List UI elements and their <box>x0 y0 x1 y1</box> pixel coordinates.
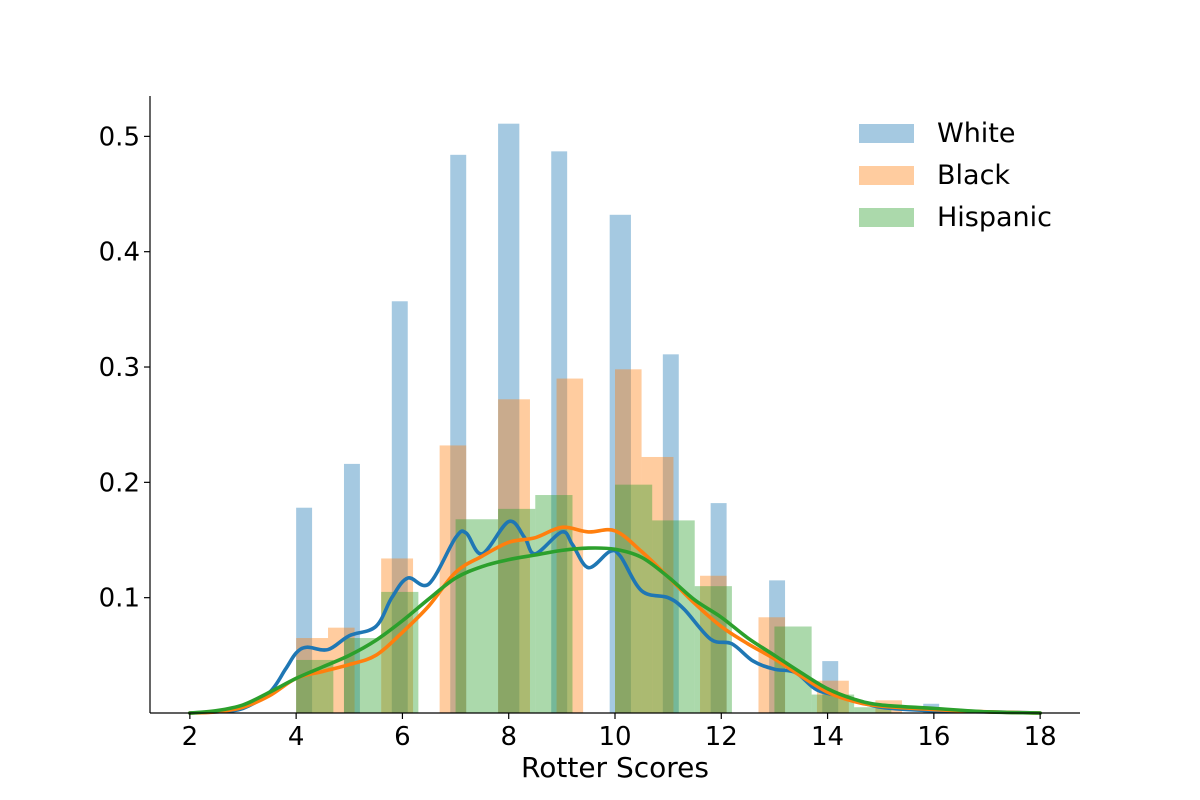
x-tick-label: 2 <box>182 722 199 752</box>
legend-label-black: Black <box>937 160 1010 191</box>
legend-label-hispanic: Hispanic <box>937 202 1052 233</box>
legend-swatch-black <box>859 166 914 185</box>
bar-hispanic <box>652 520 695 713</box>
kde-curves <box>188 519 1042 715</box>
x-ticks: 2 4 6 8 10 12 14 16 18 <box>182 713 1057 752</box>
bar-hispanic <box>343 638 382 713</box>
legend-swatch-hispanic <box>859 208 914 227</box>
histogram-bars <box>296 123 940 714</box>
bar-hispanic <box>615 484 653 713</box>
bar-white <box>609 214 631 713</box>
bar-white <box>551 151 568 714</box>
x-tick-label: 18 <box>1024 722 1057 752</box>
y-tick-label: 0.2 <box>99 468 140 498</box>
y-tick-label: 0.4 <box>99 238 140 268</box>
bar-white <box>498 123 520 713</box>
x-axis-label: Rotter Scores <box>521 751 709 784</box>
bar-hispanic <box>854 707 892 713</box>
bar-hispanic <box>296 659 334 713</box>
bar-white <box>391 301 408 713</box>
y-tick-label: 0.3 <box>99 353 140 383</box>
bar-white <box>769 580 786 713</box>
y-ticks: 0.1 0.2 0.3 0.4 0.5 <box>99 122 150 614</box>
bar-black <box>700 575 727 713</box>
x-tick-label: 10 <box>598 722 631 752</box>
kde-line-hispanic <box>188 546 1042 715</box>
bar-white <box>822 661 839 713</box>
legend: White Black Hispanic <box>859 118 1052 233</box>
y-tick-label: 0.5 <box>99 122 140 152</box>
y-tick-label: 0.1 <box>99 584 140 614</box>
bar-black <box>556 378 584 713</box>
x-tick-label: 14 <box>811 722 844 752</box>
kde-line-black <box>188 525 1042 715</box>
x-tick-label: 8 <box>500 722 517 752</box>
bar-white <box>662 354 679 713</box>
bar-black <box>641 456 674 713</box>
bar-white <box>296 507 313 713</box>
bar-white <box>710 503 727 713</box>
x-tick-label: 4 <box>288 722 305 752</box>
x-tick-label: 6 <box>394 722 411 752</box>
legend-swatch-white <box>859 124 914 143</box>
x-tick-label: 12 <box>705 722 738 752</box>
x-tick-label: 16 <box>917 722 950 752</box>
legend-label-white: White <box>937 118 1016 149</box>
